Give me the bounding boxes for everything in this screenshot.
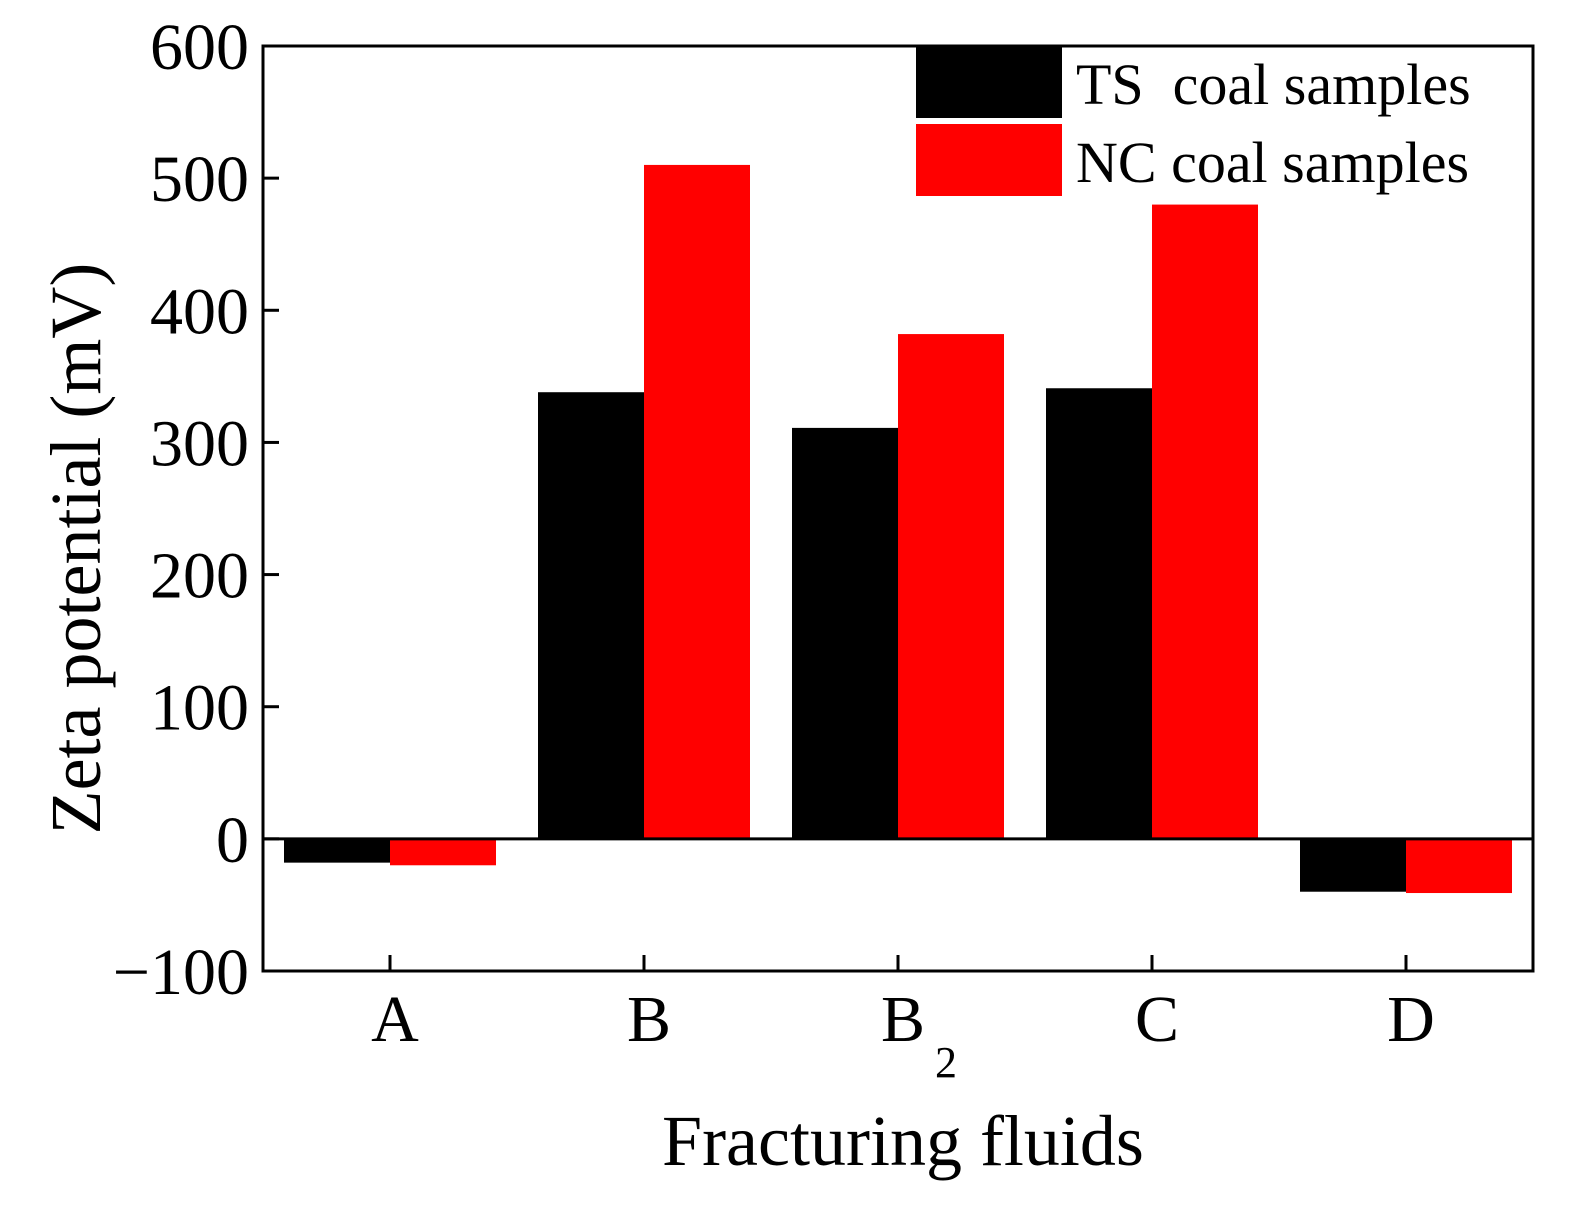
y-tick-label: 200 xyxy=(150,540,249,613)
legend-swatch xyxy=(916,124,1062,196)
y-tick-label: 0 xyxy=(216,804,249,877)
bar-nc-3 xyxy=(1152,204,1258,839)
legend: TS coal samples NC coal samples xyxy=(916,46,1471,196)
x-tick-label: D xyxy=(1387,983,1435,1056)
x-tick-label: A xyxy=(371,983,419,1056)
bar-ts-3 xyxy=(1046,388,1152,839)
bar-ts-2 xyxy=(792,427,898,839)
x-tick-label: C xyxy=(1135,983,1179,1056)
y-tick-label: 300 xyxy=(150,407,249,480)
x-axis-title: Fracturing fluids xyxy=(662,1101,1144,1181)
bar-ts-1 xyxy=(538,392,644,839)
y-tick-label: −100 xyxy=(113,936,249,1009)
x-tick-label: B xyxy=(627,983,671,1056)
legend-label: NC coal samples xyxy=(1076,130,1469,195)
x-tick-subscript: 2 xyxy=(935,1038,957,1087)
y-tick-label: 500 xyxy=(150,143,249,216)
bar-ts-0 xyxy=(284,838,390,863)
y-tick-label: 600 xyxy=(150,11,249,84)
bar-nc-1 xyxy=(644,164,750,839)
bars-layer xyxy=(284,164,1512,894)
y-tick-label: 100 xyxy=(150,672,249,745)
bar-nc-0 xyxy=(390,838,496,866)
bar-ts-4 xyxy=(1300,838,1406,892)
x-tick-label: B xyxy=(881,983,925,1056)
bar-nc-4 xyxy=(1406,838,1512,894)
x-axis: A B B2C D xyxy=(371,955,1435,1087)
legend-label: TS coal samples xyxy=(1076,52,1471,117)
y-axis-title: Zeta potential (mV) xyxy=(36,263,116,835)
y-axis: 600 500 400 300 200 100 0 −100 xyxy=(113,11,279,1009)
legend-swatch xyxy=(916,46,1062,118)
bar-nc-2 xyxy=(898,334,1004,839)
y-tick-label: 400 xyxy=(150,275,249,348)
